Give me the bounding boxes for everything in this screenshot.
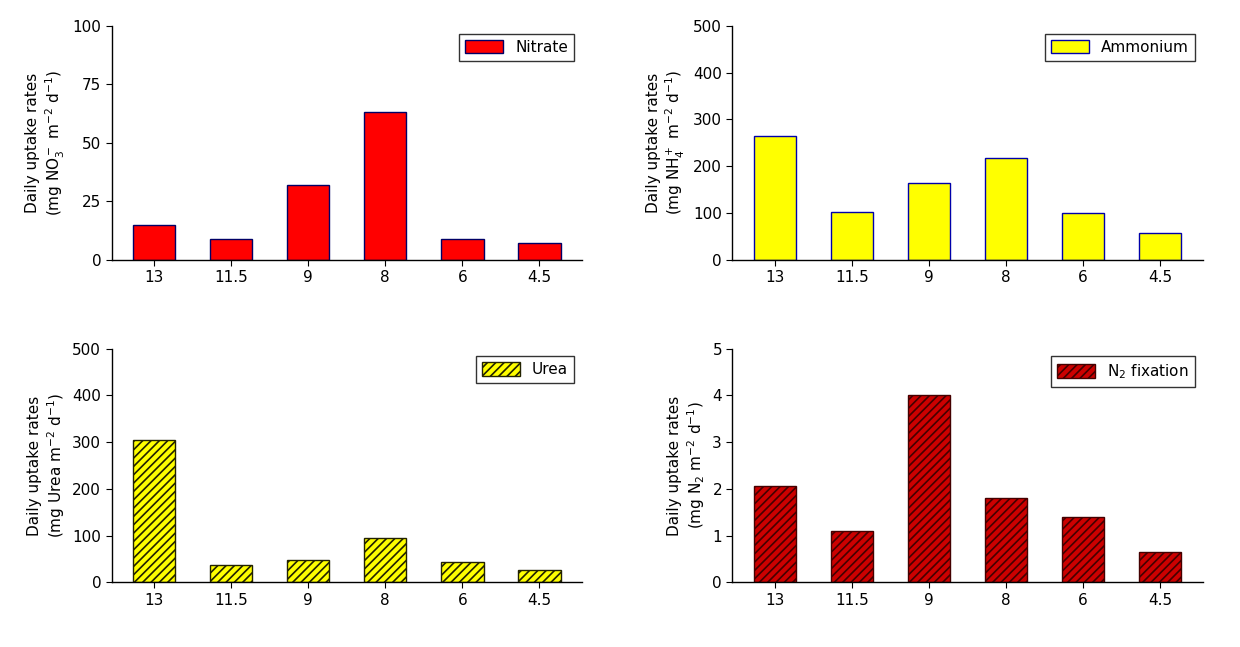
Bar — [1061, 213, 1105, 259]
Bar — [908, 182, 950, 259]
Bar — [365, 113, 407, 259]
Bar — [985, 158, 1027, 259]
Legend: Urea: Urea — [476, 356, 574, 384]
Bar — [288, 185, 330, 259]
Y-axis label: Daily uptake rates
(mg N$_2$ m$^{-2}$ d$^{-1}$): Daily uptake rates (mg N$_2$ m$^{-2}$ d$… — [667, 395, 707, 536]
Y-axis label: Daily uptake rates
(mg NO$_3^-$ m$^{-2}$ d$^{-1}$): Daily uptake rates (mg NO$_3^-$ m$^{-2}$… — [25, 70, 67, 215]
Bar — [288, 560, 330, 582]
Bar — [754, 487, 796, 582]
Bar — [754, 136, 796, 259]
Y-axis label: Daily uptake rates
(mg NH$_4^+$ m$^{-2}$ d$^{-1}$): Daily uptake rates (mg NH$_4^+$ m$^{-2}$… — [646, 71, 687, 215]
Bar — [441, 562, 484, 582]
Bar — [441, 239, 484, 259]
Bar — [1140, 552, 1182, 582]
Bar — [133, 440, 175, 582]
Bar — [1140, 232, 1182, 259]
Y-axis label: Daily uptake rates
(mg Urea m$^{-2}$ d$^{-1}$): Daily uptake rates (mg Urea m$^{-2}$ d$^… — [26, 393, 67, 538]
Bar — [133, 225, 175, 259]
Bar — [210, 565, 253, 582]
Bar — [365, 538, 407, 582]
Legend: Nitrate: Nitrate — [459, 34, 574, 61]
Legend: N$_2$ fixation: N$_2$ fixation — [1052, 356, 1195, 387]
Bar — [210, 239, 253, 259]
Bar — [985, 498, 1027, 582]
Bar — [831, 212, 873, 259]
Bar — [908, 395, 950, 582]
Legend: Ammonium: Ammonium — [1044, 34, 1195, 61]
Bar — [831, 531, 873, 582]
Bar — [1061, 517, 1105, 582]
Bar — [518, 243, 560, 259]
Bar — [518, 569, 560, 582]
